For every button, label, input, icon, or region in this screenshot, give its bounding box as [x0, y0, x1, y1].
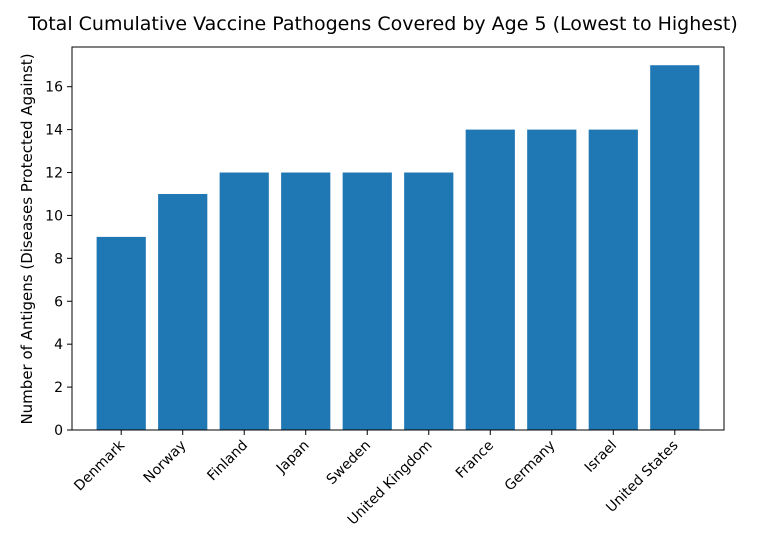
y-tick-label: 6	[54, 294, 63, 310]
x-tick-label: Japan	[273, 438, 313, 478]
y-tick-label: 16	[45, 80, 63, 96]
y-tick-label: 0	[54, 423, 63, 439]
bar-france	[465, 129, 515, 430]
x-tick-label: Finland	[204, 438, 251, 485]
bar-denmark	[96, 236, 146, 430]
bar-united-states	[650, 65, 700, 430]
y-tick-label: 10	[45, 208, 63, 224]
x-tick-label: Denmark	[71, 437, 128, 494]
y-tick-label: 4	[54, 337, 63, 353]
y-tick-label: 14	[45, 123, 63, 139]
bar-series	[96, 65, 700, 431]
bar-sweden	[342, 172, 392, 431]
x-tick-label: Israel	[582, 438, 620, 476]
bar-united-kingdom	[404, 172, 454, 431]
y-axis: 0 2 4 6 8 10 12 14 16	[45, 80, 72, 439]
bar-israel	[588, 129, 638, 430]
x-tick-label: Norway	[141, 438, 190, 487]
chart-title: Total Cumulative Vaccine Pathogens Cover…	[27, 13, 738, 35]
y-tick-label: 12	[45, 166, 63, 182]
bar-norway	[158, 193, 208, 430]
bar-japan	[281, 172, 331, 431]
x-tick-label: Germany	[502, 438, 559, 495]
x-tick-label: France	[453, 438, 497, 482]
plot-frame	[71, 46, 725, 431]
y-tick-label: 8	[54, 251, 63, 267]
y-axis-label: Number of Antigens (Diseases Protected A…	[18, 53, 36, 424]
bar-germany	[527, 129, 577, 430]
bar-finland	[219, 172, 269, 431]
y-tick-label: 2	[54, 380, 63, 396]
x-tick-label: Sweden	[324, 438, 374, 488]
